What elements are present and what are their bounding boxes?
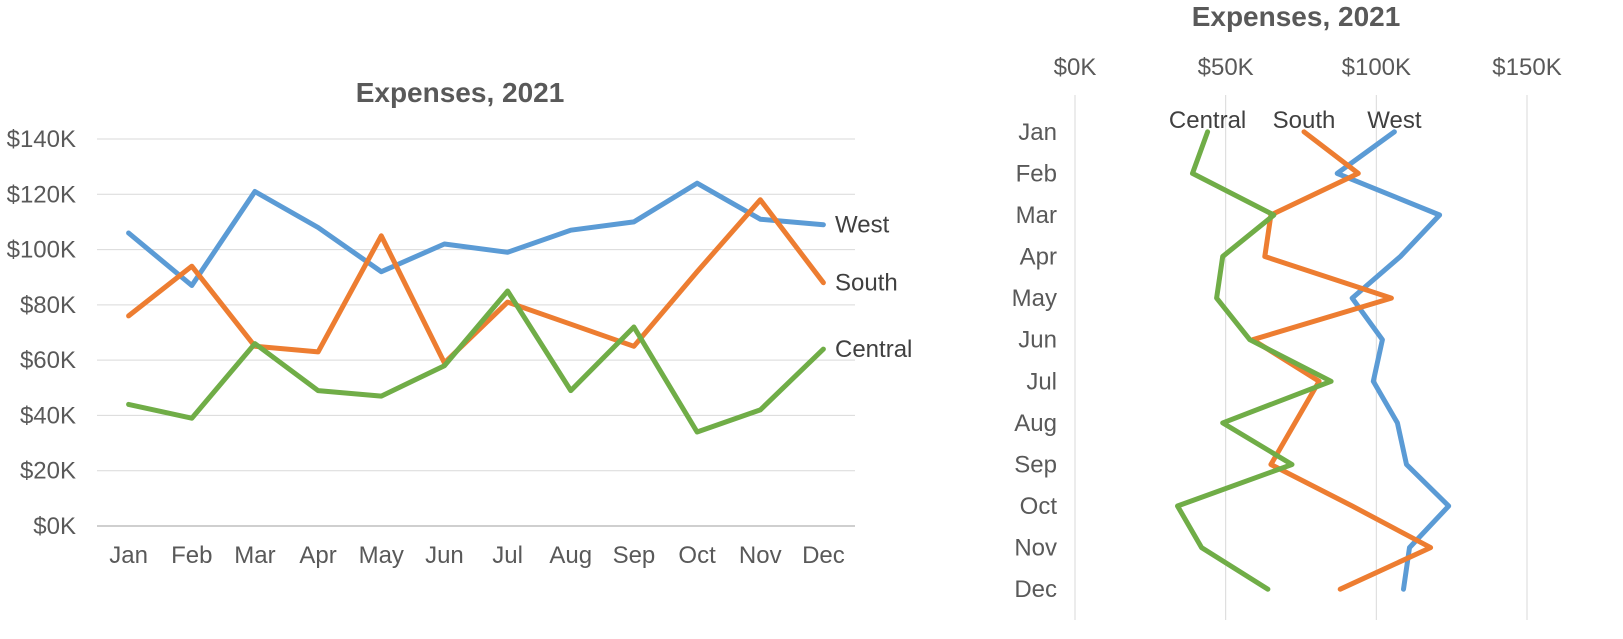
x-tick-label: Oct (678, 542, 716, 569)
y-tick-label: Nov (1014, 535, 1057, 562)
y-tick-label: $80K (20, 292, 76, 319)
y-tick-label: $40K (20, 402, 76, 429)
series-label-central: Central (1169, 107, 1246, 134)
y-tick-label: Sep (1014, 451, 1057, 478)
series-line-south (126, 197, 826, 366)
y-tick-label: May (1012, 285, 1057, 312)
y-tick-label: $100K (7, 237, 76, 264)
x-tick-label: May (359, 542, 404, 569)
series-label-west: West (1367, 107, 1422, 134)
y-tick-label: Jun (1018, 327, 1057, 354)
x-tick-label: $150K (1492, 54, 1561, 81)
x-tick-label: $0K (1054, 54, 1097, 81)
y-tick-label: $140K (7, 126, 76, 153)
x-tick-label: Jun (425, 542, 464, 569)
series-line-central (1175, 129, 1334, 592)
y-tick-label: Oct (1020, 493, 1058, 520)
y-tick-label: $120K (7, 181, 76, 208)
series-line-west (126, 180, 826, 288)
chart-title: Expenses, 2021 (1192, 1, 1401, 32)
y-tick-label: Apr (1020, 244, 1057, 271)
x-tick-label: Jul (492, 542, 523, 569)
y-tick-label: Jul (1026, 368, 1057, 395)
x-tick-label: Aug (549, 542, 592, 569)
expenses-vertical-line-chart: Expenses, 2021 $0K $50K $100K $150K Jan Feb M… (1012, 1, 1562, 620)
x-tick-label: Jan (109, 542, 148, 569)
x-tick-label: Sep (613, 542, 656, 569)
chart-title: Expenses, 2021 (356, 77, 565, 108)
series-label-central: Central (835, 336, 912, 363)
y-tick-label: $60K (20, 347, 76, 374)
expenses-line-chart: Expenses, 2021 $0K $20K $40K $60K $80K $100K $… (7, 77, 913, 569)
series-line-west (1334, 129, 1452, 592)
series-label-south: South (1273, 107, 1336, 134)
y-tick-label: $20K (20, 458, 76, 485)
series-label-west: West (835, 212, 890, 239)
series-line-central (126, 288, 826, 435)
x-tick-label: Feb (171, 542, 212, 569)
x-tick-label: Mar (234, 542, 275, 569)
x-tick-label: Dec (802, 542, 845, 569)
series-label-south: South (835, 270, 898, 297)
y-tick-label: Feb (1016, 160, 1057, 187)
y-tick-label: Dec (1014, 576, 1057, 603)
y-tick-label: Mar (1016, 202, 1057, 229)
y-tick-label: $0K (33, 513, 76, 540)
y-tick-label: Jan (1018, 119, 1057, 146)
x-tick-label: $100K (1342, 54, 1411, 81)
x-tick-label: Apr (299, 542, 336, 569)
x-tick-label: $50K (1198, 54, 1254, 81)
y-tick-label: Aug (1014, 410, 1057, 437)
x-tick-label: Nov (739, 542, 782, 569)
